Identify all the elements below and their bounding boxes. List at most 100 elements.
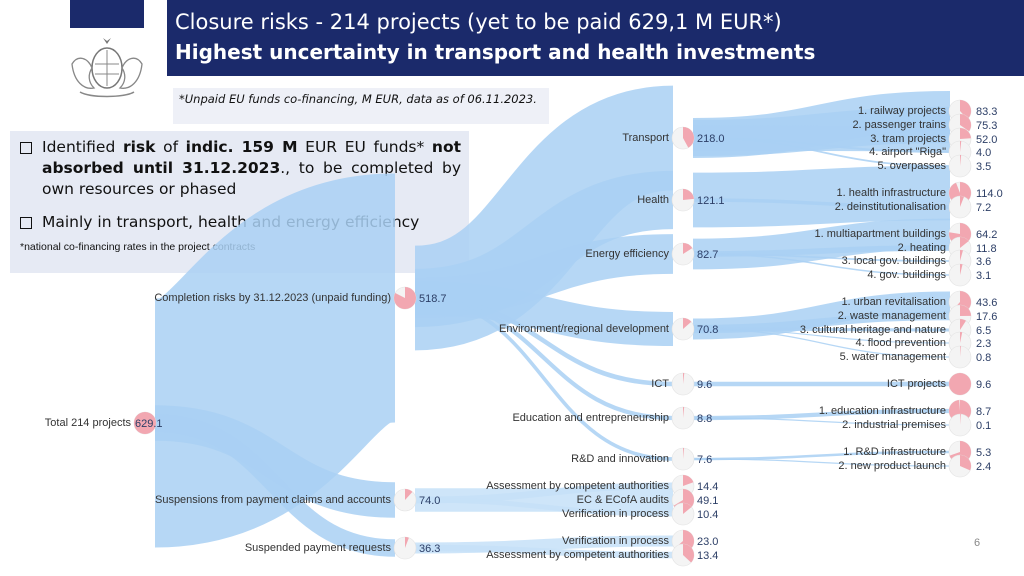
node-label: Suspensions from payment claims and acco… [155,494,392,506]
leaf-label: Verification in process [562,508,669,520]
pie-node-sector [671,317,695,341]
pie-node-suspension [671,543,695,567]
pie-slice [960,196,965,207]
leaf-value: 64.2 [976,229,997,241]
leaf-value: 5.3 [976,447,991,459]
node-value: 8.8 [697,413,712,425]
flow-link [148,173,402,548]
leaf-value: 52.0 [976,134,997,146]
node-value: 9.6 [697,379,712,391]
pie-slice [960,237,969,248]
leaf-label: 3. local gov. buildings [842,255,947,267]
pie-node-level1 [393,286,417,310]
node-value: 7.6 [697,454,712,466]
pie-node-total [133,411,157,435]
pie-node-sector [671,188,695,212]
leaf-value: 75.3 [976,120,997,132]
pie-slice [683,544,695,563]
leaf-label: ICT projects [887,378,947,390]
leaf-label: 3. cultural heritage and nature [800,324,946,336]
leaf-value: 3.1 [976,270,991,282]
pie-slice [683,448,685,459]
bullet-text: EUR EU funds* [297,138,432,156]
flow-link [692,408,951,421]
pie-slice [405,489,413,500]
leaf-value: 6.5 [976,325,991,337]
leaf-label: 2. industrial premises [842,419,946,431]
leaf-value: 0.1 [976,420,991,432]
flow-link [692,458,951,467]
leaf-value: 14.4 [697,481,718,493]
page-subtitle: Highest uncertainty in transport and hea… [175,40,816,64]
leaf-value: 2.4 [976,461,991,473]
leaf-label: 3. tram projects [870,133,946,145]
page-title: Closure risks - 214 projects (yet to be … [175,10,782,34]
data-note: *Unpaid EU funds co-financing, M EUR, da… [173,88,549,124]
node-value: 82.7 [697,249,718,261]
leaf-label: Assessment by competent authorities [486,480,669,492]
pie-slice [960,250,963,261]
footnote: *national co-financing rates in the proj… [20,241,256,253]
pie-node-leaf [948,413,972,437]
flow-link [692,198,951,209]
pie-node-leaf [948,372,972,396]
node-label: Total 214 projects [45,417,132,429]
leaf-label: 5. water management [840,351,946,363]
pie-slice [960,128,971,139]
node-label: ICT [651,378,669,390]
checkbox-bullet-icon [20,142,32,154]
leaf-value: 7.2 [976,202,991,214]
leaf-value: 3.6 [976,256,991,268]
pie-slice [683,373,685,384]
leaf-value: 23.0 [697,536,718,548]
pie-node-sector [671,126,695,150]
flow-link [692,328,951,358]
bullet-text: Identified [42,138,123,156]
node-value: 518.7 [419,293,447,305]
leaf-label: 2. deinstitutionalisation [835,201,946,213]
pie-slice [960,114,971,132]
bullet-text: ., to be completed by own resources or p… [42,159,461,198]
pie-node-sector [671,447,695,471]
leaf-value: 8.7 [976,406,991,418]
node-label: Suspended payment requests [245,542,392,554]
node-label: Education and entrepreneurship [512,412,669,424]
pie-node-level1 [393,536,417,560]
pie-slice [960,305,971,316]
pie-slice [683,189,694,200]
pie-node-leaf [948,195,972,219]
pie-slice [960,155,962,166]
node-label: Health [637,194,669,206]
leaf-label: 1. urban revitalisation [841,296,946,308]
flow-links [148,85,951,559]
leaf-value: 10.4 [697,509,718,521]
leaf-value: 49.1 [697,495,718,507]
coat-of-arms-icon [71,38,143,98]
leaf-value: 9.6 [976,379,991,391]
flow-link [692,328,951,344]
pie-node-sector [671,406,695,430]
pie-node-sector [671,372,695,396]
node-value: 74.0 [419,495,440,507]
flow-link [414,296,674,461]
leaf-value: 3.5 [976,161,991,173]
node-label: Completion risks by 31.12.2023 (unpaid f… [154,292,391,304]
page-number: 6 [974,537,981,549]
leaf-label: 1. R&D infrastructure [843,446,946,458]
pie-node-leaf [948,263,972,287]
flow-link [692,137,951,167]
flow-link [414,497,674,517]
leaf-label: EC & ECofA audits [577,494,670,506]
leaf-label: Assessment by competent authorities [486,549,669,561]
finding-bullet-1: Identified risk of indic. 159 M EUR EU f… [20,137,461,200]
pie-slice [405,537,409,548]
node-value: 629.1 [135,418,163,430]
flow-link [692,253,951,276]
flow-link [414,281,674,346]
node-label: R&D and innovation [571,453,669,465]
pie-node-sector [671,242,695,266]
pie-slice [134,412,156,434]
pie-slice [960,414,961,425]
node-value: 121.1 [697,195,725,207]
pie-slice [960,100,971,120]
